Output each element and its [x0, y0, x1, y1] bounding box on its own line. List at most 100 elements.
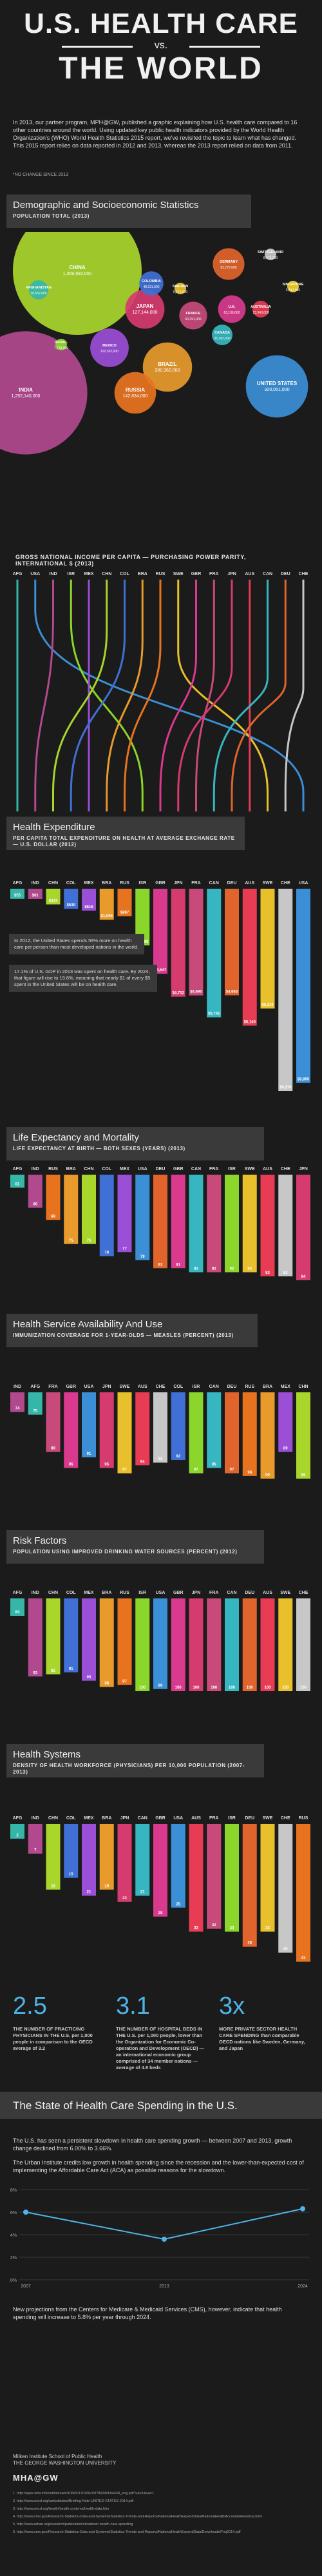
bar-value-label: $887 — [120, 911, 129, 915]
bar-value-label: 84 — [301, 1275, 306, 1279]
bar-value-label: $3,647 — [155, 969, 167, 972]
bar-fra — [207, 1824, 222, 1929]
bubble-value: 320,051,000 — [265, 388, 290, 392]
title-rule-left — [62, 46, 133, 48]
bar-value-label: 100 — [211, 1686, 218, 1690]
bubble-value: 1,369,993,000 — [63, 272, 92, 276]
country-code-can: CAN — [191, 1167, 202, 1171]
country-code-rus: RUS — [120, 1591, 129, 1595]
stat-beds-value: 3.1 — [116, 1993, 150, 2020]
reference-item[interactable]: 1. http://apps.who.int/iris/bitstream/10… — [13, 2492, 154, 2496]
reference-item[interactable]: 2. http://www.oecd.org/unitedstates/Brie… — [13, 2499, 134, 2503]
bar-usa — [171, 1824, 185, 1908]
reference-item[interactable]: 5. http://www.urban.org/research/publica… — [13, 2523, 133, 2526]
bar-che — [296, 1598, 310, 1691]
bar-value-label: 99 — [158, 1684, 163, 1688]
bar-can — [135, 1824, 150, 1896]
bar-value-label: 100 — [139, 1686, 146, 1690]
bar-afg — [10, 889, 24, 899]
bar-value-label: 97 — [230, 1468, 234, 1472]
bar-value-label: 25 — [176, 1902, 180, 1906]
connector-line-che — [284, 580, 305, 811]
bubble-value: 8,078,000 — [263, 256, 278, 260]
country-code-deu: DEU — [280, 572, 290, 576]
country-code-isr: ISR — [228, 1816, 236, 1821]
bar-chn — [296, 1392, 310, 1479]
country-code-jpn: JPN — [227, 572, 236, 576]
country-code-isr: ISR — [138, 881, 147, 886]
footer-school-name: Milken Institute School of Public Health — [13, 2454, 102, 2459]
spending-title: The State of Health Care Spending in the… — [13, 2099, 238, 2112]
immunization-bar-chart: 74 75 89 95 91 95 97 94 93 92 97 95 97 98 99 89 99 — [10, 1392, 310, 1479]
reference-item[interactable]: 6. http://www.cms.gov/Research-Statistic… — [13, 2530, 241, 2534]
bar-col — [99, 1175, 114, 1256]
reference-item[interactable]: 4. http://www.cms.gov/Research-Statistic… — [13, 2515, 262, 2519]
country-code-rus: RUS — [120, 881, 129, 886]
country-code-fra: FRA — [209, 1816, 219, 1821]
section-risk-header: Risk Factors POPULATION USING IMPROVED D… — [6, 1530, 264, 1564]
bar-value-label: 78 — [104, 1251, 109, 1255]
country-code-gbr: GBR — [191, 572, 202, 576]
bar-can — [225, 1598, 239, 1691]
bar-jpn — [117, 1824, 132, 1902]
bar-col — [171, 1392, 185, 1461]
hero-header: U.S. HEALTH CARE vs. THE WORLD In 2013, … — [0, 0, 322, 213]
bar-swe — [260, 1824, 275, 1932]
bubble-label: INDIA — [19, 387, 33, 393]
bar-value-label: 33 — [194, 1926, 198, 1930]
bar-value-label: 94 — [140, 1460, 145, 1464]
country-code-swe: SWE — [119, 1385, 130, 1389]
title-vs: vs. — [154, 40, 168, 51]
country-code-rus: RUS — [155, 572, 166, 576]
bar-value-label: 99 — [265, 1473, 270, 1477]
bubble-value: 7,733,000 — [54, 346, 68, 350]
bar-usa — [153, 1598, 167, 1689]
bubble-uk — [218, 295, 246, 323]
country-code-gbr: GBR — [173, 1591, 184, 1595]
country-code-jpn: JPN — [173, 881, 183, 886]
bar-ind — [28, 889, 43, 899]
bar-isr — [189, 1392, 204, 1473]
line-chart-y-tick: 2% — [10, 2256, 17, 2260]
country-code-deu: DEU — [245, 1591, 255, 1595]
country-code-bra: BRA — [102, 1591, 112, 1595]
life-expectancy-bar-chart: 61 66 69 75 75 78 77 79 81 81 82 82 82 82 83 83 84 — [10, 1175, 310, 1280]
country-code-can: CAN — [262, 572, 273, 576]
bar-value-label: 99 — [301, 1473, 306, 1477]
bubble-label: JAPAN — [137, 303, 154, 309]
reference-item[interactable]: 3. http://www.oecd.org/health/health-sys… — [13, 2507, 109, 2511]
country-code-chn: CHN — [84, 1167, 94, 1171]
country-code-col: COL — [120, 572, 129, 576]
bubble-value: 142,834,000 — [123, 394, 148, 399]
bar-value-label: 82 — [247, 1267, 252, 1271]
stat-physicians-label: THE NUMBER OF PRACTICING PHYSICIANS IN T… — [13, 2026, 93, 2051]
country-code-afg: AFG — [30, 1385, 41, 1389]
line-chart-point — [23, 2210, 28, 2215]
country-code-ind: IND — [31, 1816, 39, 1821]
bar-fra — [207, 1175, 222, 1273]
country-code-afg: AFG — [12, 572, 23, 576]
connector-line-deu — [231, 580, 287, 811]
country-code-chn: CHN — [48, 1591, 59, 1595]
bar-value-label: 69 — [51, 1215, 55, 1218]
bar-value-label: 100 — [264, 1686, 271, 1690]
bubble-label: ISRAEL — [55, 341, 68, 345]
country-code-chn: CHN — [48, 881, 59, 886]
bubble-brazil — [142, 342, 193, 392]
bar-value-label: 83 — [283, 1271, 288, 1275]
bar-aus — [135, 1392, 150, 1466]
bar-can — [207, 889, 222, 1018]
country-code-deu: DEU — [155, 1167, 166, 1171]
bar-value-label: 100 — [175, 1686, 182, 1690]
bar-afg — [10, 1598, 24, 1616]
country-code-ind: IND — [49, 572, 57, 576]
bar-chn — [82, 1175, 96, 1244]
section-demographic-subtitle: POPULATION TOTAL (2013) — [13, 213, 90, 219]
country-code-swe: SWE — [244, 1167, 255, 1171]
bubble-singapore — [287, 281, 299, 292]
bar-gbr — [153, 1824, 167, 1917]
expenditure-note-2: 17.1% of U.S. GDP in 2013 was spent on h… — [9, 965, 157, 992]
bar-value-label: 23 — [122, 1897, 127, 1900]
country-code-deu: DEU — [245, 1816, 255, 1821]
bar-fra — [46, 1392, 61, 1452]
